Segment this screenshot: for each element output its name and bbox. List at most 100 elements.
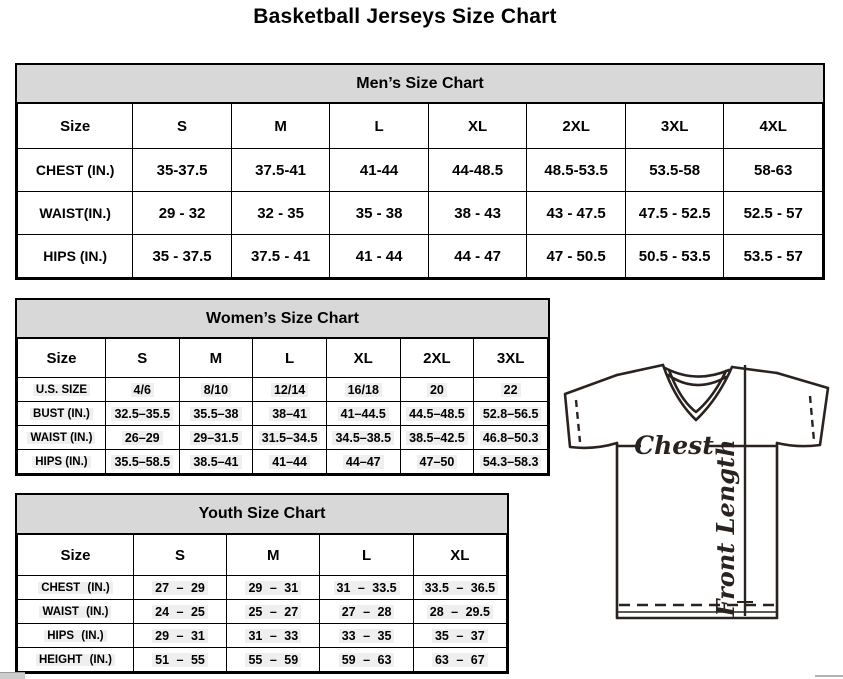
jersey-collar-band-1 bbox=[663, 366, 731, 378]
size-value-cell: 44-48.5 bbox=[427, 148, 528, 192]
row-label: WAIST(IN.) bbox=[16, 191, 134, 235]
column-header: M bbox=[178, 338, 254, 378]
row-label: CHEST (IN.) bbox=[16, 148, 134, 192]
jersey-measurement-diagram: Chest Front Length bbox=[563, 363, 830, 620]
column-header-row: Size S M L XL 2XL 3XL 4XL bbox=[16, 103, 823, 149]
size-value-cell: 32 - 35 bbox=[230, 191, 331, 235]
size-value-cell: 38.5–42.5 bbox=[399, 425, 475, 450]
size-value-cell: 33 – 35 bbox=[319, 623, 414, 648]
size-value-cell: 48.5-53.5 bbox=[526, 148, 626, 192]
size-value-cell: 41–44 bbox=[252, 449, 327, 474]
column-header: S bbox=[132, 534, 228, 576]
column-header-row: Size S M L XL 2XL 3XL bbox=[17, 338, 548, 378]
size-value-cell: 27 – 28 bbox=[319, 599, 414, 624]
womens-size-chart-table: Size S M L XL 2XL 3XL U.S. SIZE 4/6 8/10 12/14 16/1… bbox=[17, 338, 548, 474]
size-value-cell: 43 - 47.5 bbox=[526, 191, 626, 235]
table-row: U.S. SIZE 4/6 8/10 12/14 16/18 20 22 bbox=[17, 377, 548, 402]
column-header: XL bbox=[427, 103, 528, 149]
table-row: WAIST(IN.) 29 - 32 32 - 35 35 - 38 38 - 43 43… bbox=[16, 191, 823, 235]
column-header: L bbox=[252, 338, 327, 378]
table-row: WAIST (IN.) 26–29 29–31.5 31.5–34.5 34.5–38.… bbox=[17, 425, 548, 450]
size-value-cell: 32.5–35.5 bbox=[104, 401, 180, 426]
size-value-cell: 35 – 37 bbox=[412, 623, 508, 648]
size-value-cell: 38–41 bbox=[252, 401, 327, 426]
youth-size-chart: Youth Size Chart Size S M L XL CHEST (IN.) 27 … bbox=[15, 493, 509, 674]
size-value-cell: 47 - 50.5 bbox=[526, 234, 626, 278]
column-header: 4XL bbox=[723, 103, 823, 149]
size-value-cell: 38 - 43 bbox=[427, 191, 528, 235]
size-value-cell: 26–29 bbox=[104, 425, 180, 450]
size-value-cell: 44.5–48.5 bbox=[399, 401, 475, 426]
size-value-cell: 31 – 33.5 bbox=[319, 575, 414, 600]
size-value-cell: 34.5–38.5 bbox=[325, 425, 401, 450]
table-row: HIPS (IN.) 29 – 31 31 – 33 33 – 35 35 – 37 bbox=[17, 623, 508, 648]
womens-size-chart: Women’s Size Chart Size S M L XL 2XL 3XL U.S. S… bbox=[15, 298, 550, 476]
column-header: Size bbox=[17, 338, 106, 378]
page-title: Basketball Jerseys Size Chart bbox=[253, 5, 557, 28]
table-row: HIPS (IN.) 35 - 37.5 37.5 - 41 41 - 44 44 - … bbox=[16, 234, 823, 278]
size-value-cell: 35.5–38 bbox=[178, 401, 254, 426]
right-cuff-seam-dashed bbox=[808, 395, 816, 442]
jersey-collar-outer bbox=[661, 363, 734, 422]
jersey-collar-band-2 bbox=[666, 373, 728, 387]
size-value-cell: 44–47 bbox=[325, 449, 401, 474]
youth-size-chart-table: Size S M L XL CHEST (IN.) 27 – 29 29 – 31 31 – 3… bbox=[17, 534, 508, 672]
size-value-cell: 44 - 47 bbox=[427, 234, 528, 278]
mens-size-chart-table: Size S M L XL 2XL 3XL 4XL CHEST (IN.) 35-37.5 37.5… bbox=[16, 103, 823, 278]
size-value-cell: 35 - 37.5 bbox=[132, 234, 232, 278]
column-header: 2XL bbox=[399, 338, 475, 378]
size-value-cell: 51 – 55 bbox=[132, 647, 228, 672]
table-row: HIPS (IN.) 35.5–58.5 38.5–41 41–44 44–47 47–5… bbox=[17, 449, 548, 474]
jersey-right-sleeve bbox=[775, 371, 830, 448]
table-row: CHEST (IN.) 35-37.5 37.5-41 41-44 44-48.5 48.… bbox=[16, 148, 823, 192]
size-value-cell: 35 - 38 bbox=[329, 191, 429, 235]
horizontal-scrollbar-track[interactable] bbox=[815, 675, 843, 677]
horizontal-scrollbar-thumb[interactable] bbox=[0, 672, 25, 679]
jersey-left-sleeve bbox=[563, 373, 619, 450]
size-value-cell: 24 – 25 bbox=[132, 599, 228, 624]
size-value-cell: 35-37.5 bbox=[132, 148, 232, 192]
size-value-cell: 53.5-58 bbox=[624, 148, 725, 192]
table-row: CHEST (IN.) 27 – 29 29 – 31 31 – 33.5 33.5 –… bbox=[17, 575, 508, 600]
size-value-cell: 55 – 59 bbox=[226, 647, 321, 672]
front-length-label: Front Length bbox=[711, 439, 740, 617]
row-label: HEIGHT (IN.) bbox=[17, 647, 134, 672]
size-value-cell: 28 – 29.5 bbox=[412, 599, 508, 624]
row-label: CHEST (IN.) bbox=[17, 575, 134, 600]
jersey-body-outline bbox=[615, 441, 779, 620]
size-value-cell: 59 – 63 bbox=[319, 647, 414, 672]
chest-label: Chest bbox=[634, 431, 714, 460]
mens-chart-header: Men’s Size Chart bbox=[17, 65, 823, 103]
jersey-collar-inner bbox=[667, 368, 728, 414]
size-value-cell: 41 - 44 bbox=[329, 234, 429, 278]
column-header: M bbox=[226, 534, 321, 576]
column-header: Size bbox=[17, 534, 134, 576]
size-value-cell: 54.3–58.3 bbox=[473, 449, 548, 474]
jersey-right-shoulder bbox=[730, 365, 779, 375]
size-value-cell: 50.5 - 53.5 bbox=[624, 234, 725, 278]
size-value-cell: 33.5 – 36.5 bbox=[412, 575, 508, 600]
size-value-cell: 20 bbox=[399, 377, 475, 402]
size-value-cell: 29–31.5 bbox=[178, 425, 254, 450]
size-value-cell: 8/10 bbox=[178, 377, 254, 402]
column-header: Size bbox=[16, 103, 134, 149]
size-value-cell: 25 – 27 bbox=[226, 599, 321, 624]
youth-chart-header: Youth Size Chart bbox=[17, 495, 507, 534]
size-value-cell: 52.8–56.5 bbox=[473, 401, 548, 426]
row-label: HIPS (IN.) bbox=[17, 449, 106, 474]
size-value-cell: 52.5 - 57 bbox=[723, 191, 823, 235]
row-label: HIPS (IN.) bbox=[17, 623, 134, 648]
size-value-cell: 29 – 31 bbox=[226, 575, 321, 600]
column-header: S bbox=[104, 338, 180, 378]
column-header: 3XL bbox=[624, 103, 725, 149]
column-header: L bbox=[329, 103, 429, 149]
size-value-cell: 29 - 32 bbox=[132, 191, 232, 235]
table-row: BUST (IN.) 32.5–35.5 35.5–38 38–41 41–44.5 44… bbox=[17, 401, 548, 426]
size-value-cell: 41–44.5 bbox=[325, 401, 401, 426]
jersey-left-shoulder bbox=[615, 363, 665, 377]
column-header: S bbox=[132, 103, 232, 149]
column-header: XL bbox=[412, 534, 508, 576]
size-value-cell: 37.5 - 41 bbox=[230, 234, 331, 278]
size-value-cell: 4/6 bbox=[104, 377, 180, 402]
